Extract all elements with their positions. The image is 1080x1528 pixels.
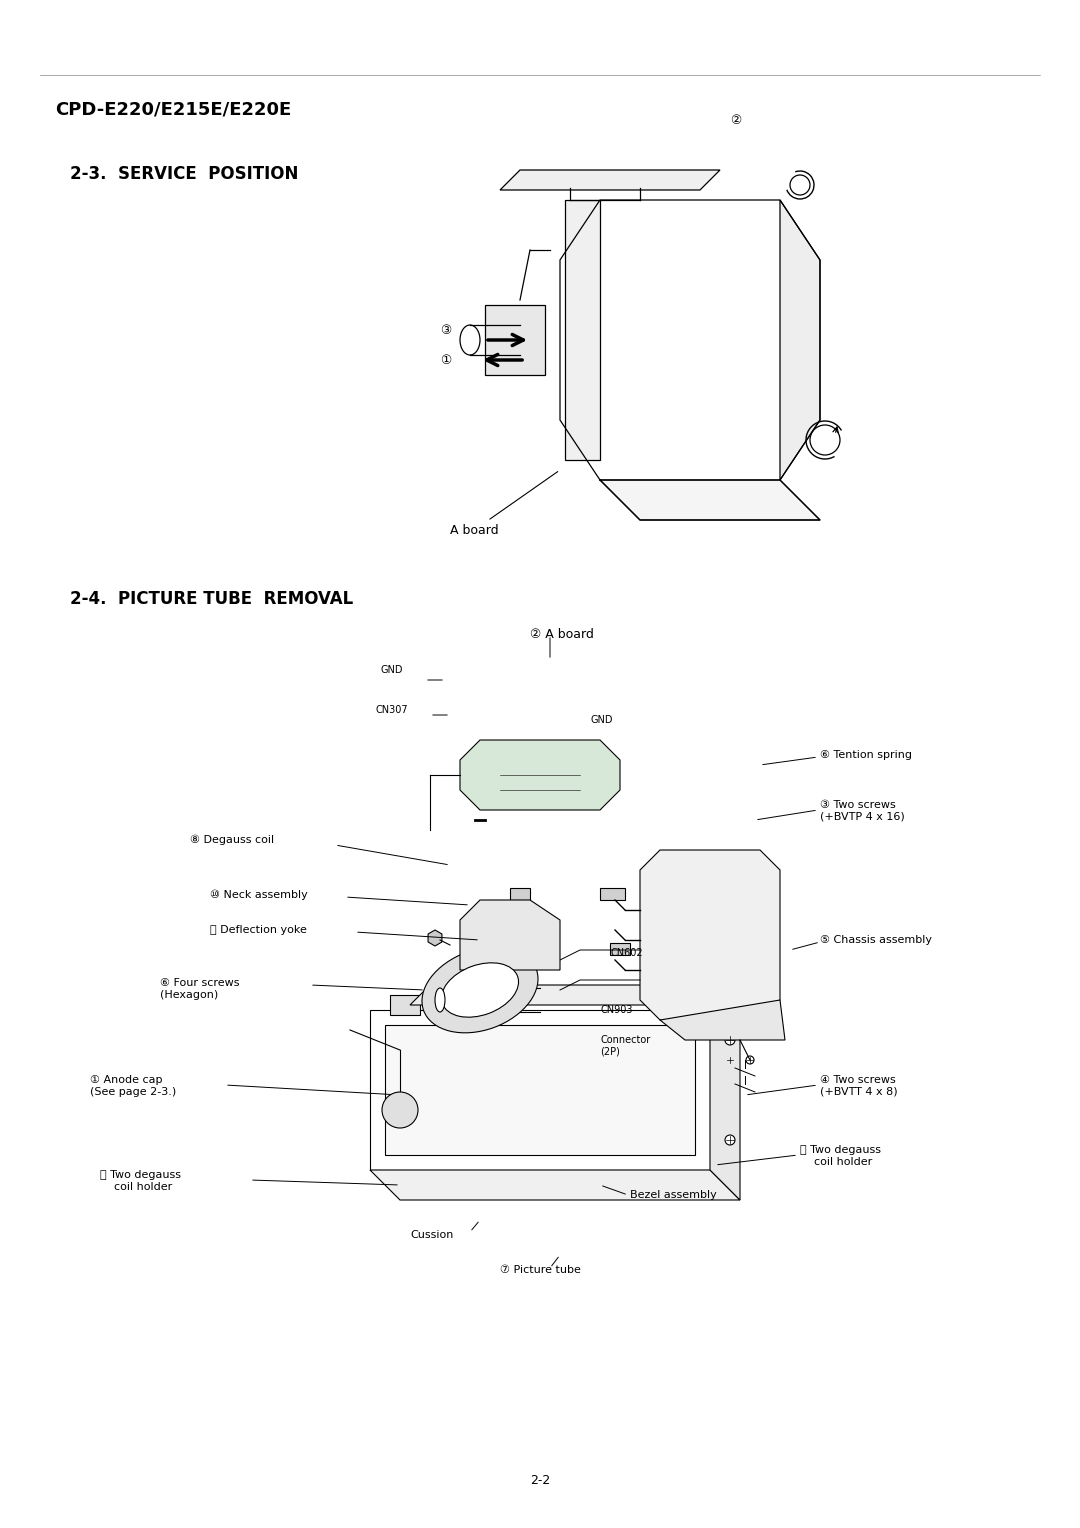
Text: CN903: CN903 bbox=[600, 1005, 633, 1015]
Text: ⑬ Two degauss
    coil holder: ⑬ Two degauss coil holder bbox=[100, 1170, 181, 1192]
Text: 2-3.  SERVICE  POSITION: 2-3. SERVICE POSITION bbox=[70, 165, 298, 183]
Text: ④ Two screws
(+BVTT 4 x 8): ④ Two screws (+BVTT 4 x 8) bbox=[820, 1076, 897, 1097]
Text: CN602: CN602 bbox=[610, 947, 643, 958]
FancyBboxPatch shape bbox=[600, 888, 625, 900]
Text: ⑤ Chassis assembly: ⑤ Chassis assembly bbox=[820, 935, 932, 944]
Text: 2-4.  PICTURE TUBE  REMOVAL: 2-4. PICTURE TUBE REMOVAL bbox=[70, 590, 353, 608]
Text: ⑫ Two degauss
    coil holder: ⑫ Two degauss coil holder bbox=[800, 1144, 881, 1166]
Text: GND: GND bbox=[590, 715, 612, 724]
Text: ⑧ Degauss coil: ⑧ Degauss coil bbox=[190, 834, 274, 845]
Text: ⑥ Four screws
(Hexagon): ⑥ Four screws (Hexagon) bbox=[160, 978, 240, 999]
Text: ⑥ Tention spring: ⑥ Tention spring bbox=[820, 750, 912, 759]
Text: ③: ③ bbox=[440, 324, 451, 336]
Polygon shape bbox=[600, 480, 820, 520]
Text: ⑩ Neck assembly: ⑩ Neck assembly bbox=[210, 889, 308, 900]
FancyBboxPatch shape bbox=[390, 995, 420, 1015]
Text: GND: GND bbox=[380, 665, 403, 675]
Text: CN2: CN2 bbox=[470, 1005, 490, 1015]
Text: ⑪ Deflection yoke: ⑪ Deflection yoke bbox=[210, 924, 307, 935]
Text: Cussion: Cussion bbox=[410, 1230, 454, 1241]
Circle shape bbox=[810, 425, 840, 455]
Polygon shape bbox=[500, 170, 720, 189]
FancyBboxPatch shape bbox=[384, 1025, 696, 1155]
Polygon shape bbox=[640, 850, 780, 1021]
Text: CN307: CN307 bbox=[375, 704, 407, 715]
Ellipse shape bbox=[435, 989, 445, 1012]
Polygon shape bbox=[710, 1010, 740, 1199]
Polygon shape bbox=[370, 1170, 740, 1199]
Text: CPD-E220/E215E/E220E: CPD-E220/E215E/E220E bbox=[55, 99, 292, 118]
FancyBboxPatch shape bbox=[510, 888, 530, 900]
Text: A board: A board bbox=[450, 472, 557, 536]
Text: 2-2: 2-2 bbox=[530, 1473, 550, 1487]
Text: ① Anode cap
(See page 2-3.): ① Anode cap (See page 2-3.) bbox=[90, 1076, 176, 1097]
Ellipse shape bbox=[422, 947, 538, 1033]
Text: Connector
(2P): Connector (2P) bbox=[600, 1034, 650, 1056]
Circle shape bbox=[789, 176, 810, 196]
Ellipse shape bbox=[460, 325, 480, 354]
FancyBboxPatch shape bbox=[610, 943, 630, 955]
Circle shape bbox=[725, 1034, 735, 1045]
Polygon shape bbox=[460, 900, 561, 970]
FancyBboxPatch shape bbox=[660, 995, 690, 1015]
Circle shape bbox=[382, 1093, 418, 1128]
Text: Bezel assembly: Bezel assembly bbox=[630, 1190, 717, 1199]
Text: ③ Two screws
(+BVTP 4 x 16): ③ Two screws (+BVTP 4 x 16) bbox=[820, 801, 905, 822]
Ellipse shape bbox=[442, 963, 518, 1018]
FancyBboxPatch shape bbox=[485, 306, 545, 374]
Polygon shape bbox=[410, 986, 690, 1005]
Circle shape bbox=[726, 1056, 734, 1063]
Polygon shape bbox=[660, 999, 785, 1041]
Polygon shape bbox=[780, 200, 820, 480]
Circle shape bbox=[746, 1056, 754, 1063]
Text: ①: ① bbox=[440, 353, 451, 367]
Text: ② A board: ② A board bbox=[530, 628, 594, 642]
Text: ⑦ Picture tube: ⑦ Picture tube bbox=[500, 1265, 581, 1274]
FancyBboxPatch shape bbox=[565, 200, 600, 460]
Text: ②: ② bbox=[730, 113, 741, 127]
Polygon shape bbox=[460, 740, 620, 810]
Circle shape bbox=[725, 1135, 735, 1144]
Polygon shape bbox=[370, 1010, 710, 1170]
